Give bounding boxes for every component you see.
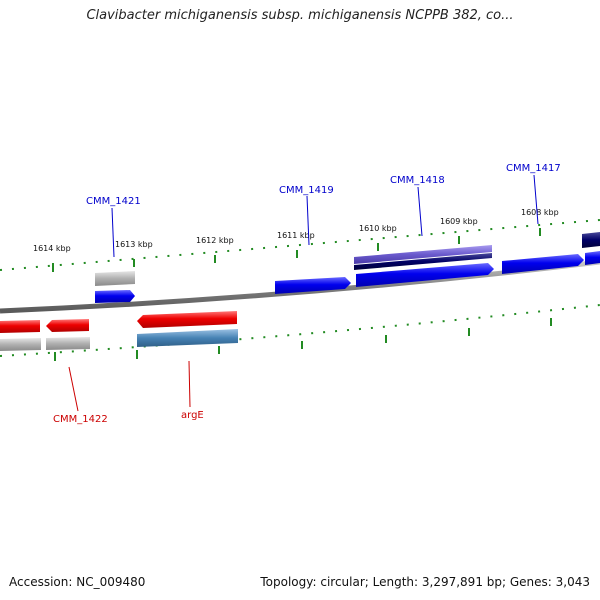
gene-minus-edge[interactable] [0,320,40,333]
gene-cmm-1418-dark[interactable] [354,253,492,270]
tick-label: 1613 kbp [115,240,153,249]
gene-cmm-1422[interactable] [46,319,89,332]
topology-summary: Topology: circular; Length: 3,297,891 bp… [260,575,590,589]
gene-label-cmm-1418[interactable]: CMM_1418 [390,175,445,186]
tick-label: 1608 kbp [521,208,559,217]
gene-next-plus[interactable] [585,251,600,265]
gene-label-arge[interactable]: argE [181,410,204,421]
gene-arge[interactable] [137,311,237,328]
feature-arge[interactable] [137,329,238,347]
gene-label-cmm-1419[interactable]: CMM_1419 [279,185,334,196]
label-leaders [68,174,539,412]
feature-cmm-1418[interactable] [354,245,492,264]
outer-tick-ring [0,219,600,271]
tick-label: 1614 kbp [33,244,71,253]
accession-text: Accession: NC_009480 [9,575,146,589]
tick-label: 1610 kbp [359,224,397,233]
gene-label-cmm-1417[interactable]: CMM_1417 [506,163,561,174]
pseudo-gene-feature[interactable] [95,271,135,286]
gene-label-cmm-1421[interactable]: CMM_1421 [86,196,141,207]
pseudo-minus-left[interactable] [0,338,41,351]
gene-cmm-1419[interactable] [275,277,351,294]
gene-cmm-1417[interactable] [502,254,584,274]
tick-label: 1612 kbp [196,236,234,245]
gene-label-cmm-1422[interactable]: CMM_1422 [53,414,108,425]
pseudo-cmm-1422[interactable] [46,337,90,350]
gene-edge-dark[interactable] [582,232,600,248]
map-title: Clavibacter michiganensis subsp. michiga… [86,8,514,23]
tick-label: 1611 kbp [277,231,315,240]
gene-cmm-1421[interactable] [95,290,135,303]
tick-label: 1609 kbp [440,217,478,226]
gene-cmm-1418[interactable] [356,263,494,287]
inner-major-ticks [54,318,552,361]
inner-tick-ring [0,304,600,357]
outer-major-ticks [52,228,541,272]
